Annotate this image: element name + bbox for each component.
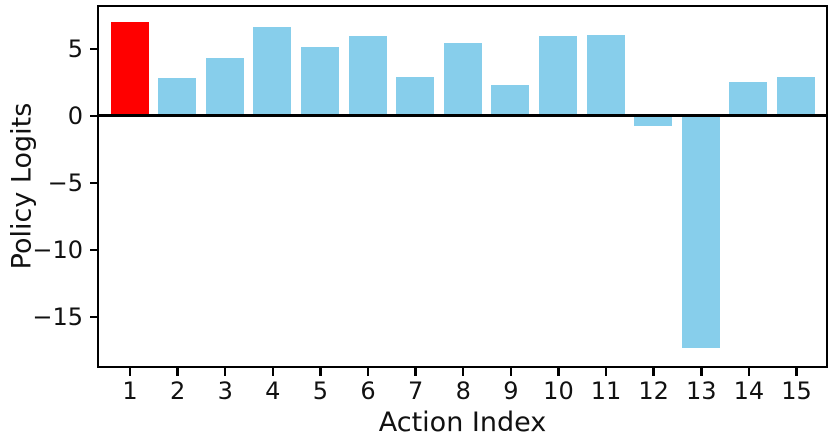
x-tick-label: 9 bbox=[503, 377, 519, 405]
y-tick-mark bbox=[89, 114, 97, 118]
zero-baseline bbox=[99, 114, 826, 118]
x-tick-mark bbox=[795, 368, 798, 376]
x-tick-mark bbox=[557, 368, 560, 376]
x-tick-mark bbox=[271, 368, 275, 376]
y-tick-label: −5 bbox=[47, 169, 83, 198]
y-tick-label: 0 bbox=[67, 102, 83, 131]
bar-action-15 bbox=[776, 76, 815, 116]
x-tick-label: 11 bbox=[590, 377, 622, 405]
x-tick-mark bbox=[128, 368, 132, 376]
x-tick-mark bbox=[414, 368, 417, 376]
x-tick-label: 10 bbox=[543, 377, 574, 405]
bar-action-10 bbox=[538, 36, 577, 116]
y-tick-label: −10 bbox=[32, 236, 83, 265]
x-tick-mark bbox=[652, 368, 655, 376]
x-tick-mark bbox=[461, 368, 465, 376]
x-tick-mark bbox=[509, 368, 513, 376]
y-tick-label: 5 bbox=[67, 35, 83, 64]
bar-action-9 bbox=[491, 84, 530, 116]
bar-action-14 bbox=[729, 82, 768, 116]
y-tick-mark bbox=[89, 181, 97, 185]
bar-action-5 bbox=[300, 47, 339, 116]
bar-action-4 bbox=[253, 27, 292, 116]
bar-action-13 bbox=[681, 115, 720, 348]
x-tick-mark bbox=[319, 368, 322, 376]
x-tick-label: 6 bbox=[360, 377, 376, 405]
x-tick-mark bbox=[223, 368, 227, 376]
bar-action-7 bbox=[396, 76, 435, 116]
x-tick-label: 3 bbox=[217, 377, 233, 405]
x-tick-label: 13 bbox=[685, 377, 717, 405]
y-tick-mark bbox=[89, 315, 97, 319]
x-tick-label: 4 bbox=[265, 377, 281, 405]
x-tick-mark bbox=[176, 368, 179, 376]
plot-area bbox=[97, 5, 828, 368]
x-tick-label: 8 bbox=[455, 377, 471, 405]
x-tick-mark bbox=[604, 368, 608, 376]
bar-action-8 bbox=[443, 43, 482, 116]
bar-action-3 bbox=[205, 57, 244, 116]
x-tick-label: 7 bbox=[407, 377, 424, 405]
x-tick-label: 1 bbox=[122, 377, 138, 405]
bar-action-2 bbox=[158, 78, 197, 116]
bar-action-12 bbox=[634, 115, 673, 127]
bar-action-11 bbox=[586, 35, 625, 116]
x-tick-mark bbox=[366, 368, 370, 376]
x-tick-label: 15 bbox=[781, 377, 812, 405]
x-tick-label: 12 bbox=[638, 377, 669, 405]
x-tick-mark bbox=[747, 368, 751, 376]
y-tick-mark bbox=[89, 47, 97, 51]
bar-action-6 bbox=[348, 36, 387, 116]
bar-action-1 bbox=[110, 21, 149, 116]
x-tick-label: 14 bbox=[733, 377, 765, 405]
x-tick-mark bbox=[700, 368, 703, 376]
x-tick-label: 5 bbox=[312, 377, 329, 405]
y-tick-mark bbox=[89, 248, 97, 252]
y-tick-label: −15 bbox=[32, 303, 83, 332]
x-tick-label: 2 bbox=[169, 377, 186, 405]
x-axis-label: Action Index bbox=[378, 407, 547, 438]
